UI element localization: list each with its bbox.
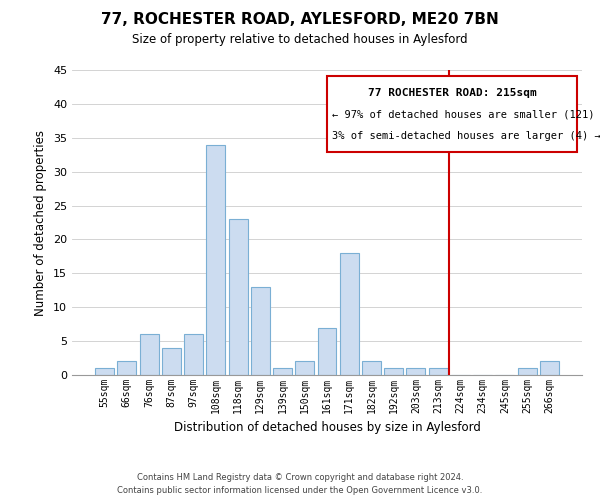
Bar — [518, 368, 536, 375]
Bar — [118, 362, 136, 375]
Bar — [95, 368, 114, 375]
Text: 77 ROCHESTER ROAD: 215sqm: 77 ROCHESTER ROAD: 215sqm — [368, 88, 536, 99]
Bar — [429, 368, 448, 375]
Y-axis label: Number of detached properties: Number of detached properties — [34, 130, 47, 316]
Bar — [273, 368, 292, 375]
Bar — [251, 287, 270, 375]
Bar — [295, 362, 314, 375]
Bar — [206, 144, 225, 375]
Bar — [384, 368, 403, 375]
Bar — [406, 368, 425, 375]
Bar — [362, 362, 381, 375]
Text: ← 97% of detached houses are smaller (121): ← 97% of detached houses are smaller (12… — [332, 110, 595, 120]
Text: Size of property relative to detached houses in Aylesford: Size of property relative to detached ho… — [132, 32, 468, 46]
Bar — [140, 334, 158, 375]
Bar — [540, 362, 559, 375]
Bar — [340, 253, 359, 375]
Text: Contains HM Land Registry data © Crown copyright and database right 2024.
Contai: Contains HM Land Registry data © Crown c… — [118, 473, 482, 495]
Bar — [229, 219, 248, 375]
Bar — [317, 328, 337, 375]
Bar — [184, 334, 203, 375]
Bar — [162, 348, 181, 375]
Text: 77, ROCHESTER ROAD, AYLESFORD, ME20 7BN: 77, ROCHESTER ROAD, AYLESFORD, ME20 7BN — [101, 12, 499, 28]
Text: 3% of semi-detached houses are larger (4) →: 3% of semi-detached houses are larger (4… — [332, 131, 600, 141]
Bar — [327, 76, 577, 152]
X-axis label: Distribution of detached houses by size in Aylesford: Distribution of detached houses by size … — [173, 422, 481, 434]
